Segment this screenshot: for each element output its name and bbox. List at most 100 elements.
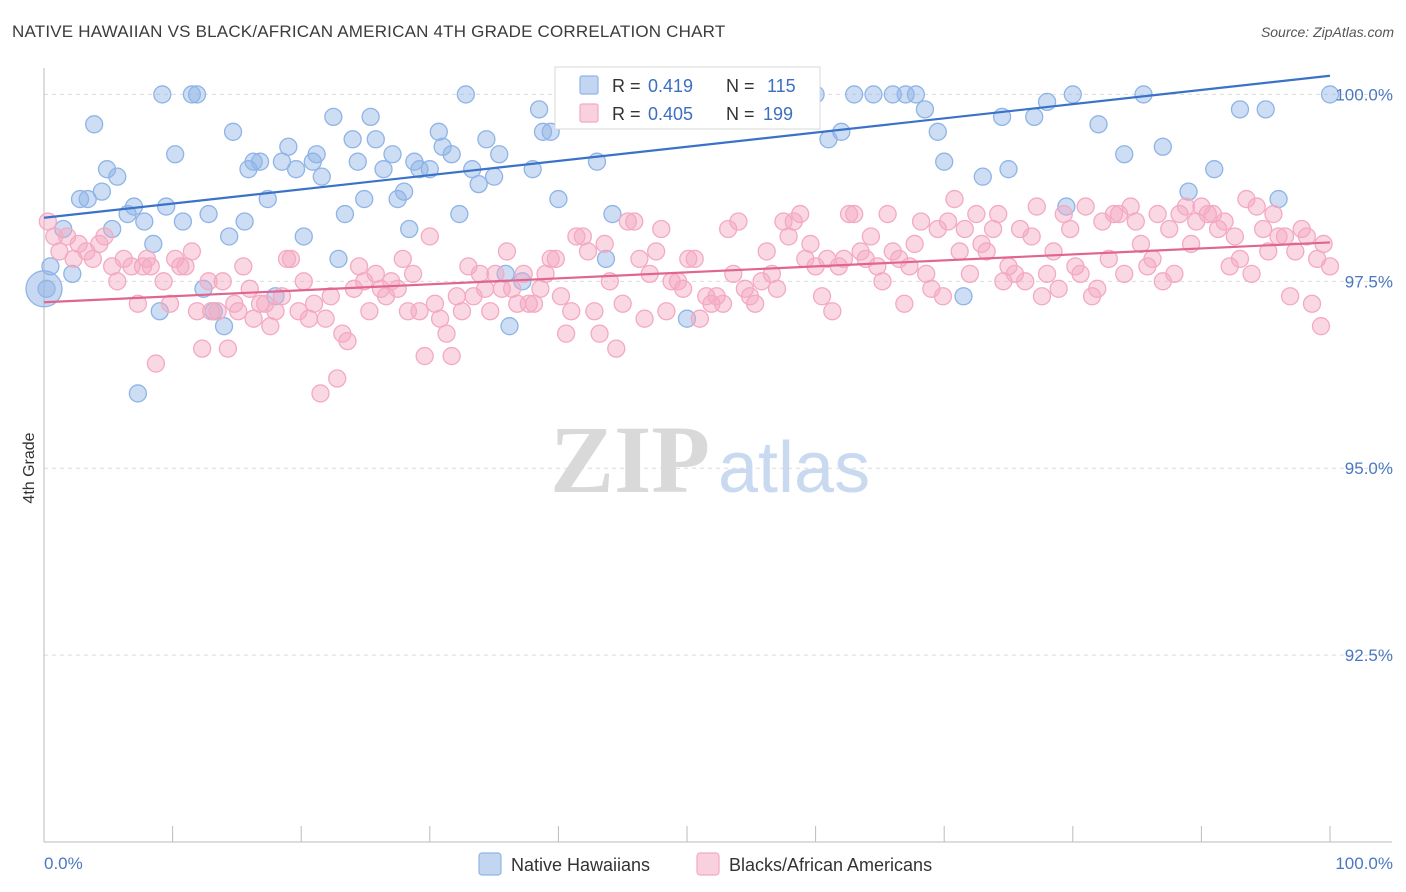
data-point	[1230, 249, 1250, 269]
data-point	[1256, 100, 1275, 119]
data-point	[1088, 279, 1107, 298]
data-point	[304, 294, 324, 313]
data-point	[928, 219, 947, 239]
data-point	[289, 302, 308, 321]
data-point	[960, 264, 980, 283]
data-point	[635, 309, 654, 328]
data-point	[533, 122, 553, 141]
data-point	[1297, 227, 1317, 246]
legend-label-blacks: Blacks/African Americans	[729, 855, 932, 875]
data-point	[388, 279, 407, 298]
data-point	[235, 212, 254, 231]
data-point	[223, 122, 243, 141]
data-point	[294, 227, 313, 246]
data-point	[187, 85, 207, 104]
data-point	[556, 324, 576, 343]
data-point	[135, 212, 154, 231]
data-point	[114, 249, 133, 269]
data-point	[154, 272, 173, 291]
data-point	[955, 219, 974, 239]
data-point	[108, 167, 127, 186]
stats-legend-box	[554, 66, 821, 130]
data-point	[933, 287, 953, 306]
data-point	[618, 212, 637, 231]
data-point	[343, 130, 362, 149]
trend-line-1	[43, 241, 1331, 304]
data-point	[724, 264, 743, 283]
data-point	[1134, 85, 1153, 104]
data-point	[160, 294, 180, 313]
data-point	[240, 279, 259, 298]
data-point	[328, 369, 347, 388]
data-point	[383, 145, 402, 164]
data-point	[1215, 212, 1234, 231]
data-point	[103, 219, 122, 239]
data-point	[393, 249, 412, 269]
data-point	[95, 227, 114, 246]
data-point	[1032, 287, 1052, 306]
stats-n-value-blacks: 199	[763, 104, 793, 124]
data-point	[1049, 279, 1068, 298]
data-point	[128, 384, 148, 403]
data-point	[973, 167, 992, 186]
y-tick-label: 95.0%	[1345, 459, 1393, 478]
data-point	[1037, 264, 1057, 283]
data-point	[63, 264, 82, 283]
data-point	[595, 234, 614, 254]
x-tick-label-max: 100.0%	[1335, 854, 1393, 873]
data-point	[1253, 219, 1273, 239]
data-point	[1242, 264, 1261, 283]
data-point	[1247, 197, 1266, 216]
data-point	[546, 249, 565, 269]
data-point	[625, 212, 644, 231]
data-point	[562, 302, 581, 321]
data-point	[366, 130, 385, 149]
data-point	[182, 85, 202, 104]
data-point	[78, 189, 97, 209]
source-label: Source: ZipAtlas.com	[1260, 24, 1394, 40]
data-point	[477, 130, 496, 149]
data-point	[1027, 197, 1046, 216]
data-point	[596, 249, 616, 269]
trend-lines	[43, 74, 1331, 304]
data-point	[784, 212, 803, 231]
data-point	[1198, 204, 1217, 224]
data-point	[823, 302, 842, 321]
data-point	[150, 302, 169, 321]
data-point	[208, 302, 227, 321]
data-point	[549, 189, 568, 209]
data-point	[935, 152, 954, 171]
data-point	[906, 85, 926, 104]
data-point-large	[25, 270, 63, 308]
y-tick-label: 100.0%	[1335, 85, 1393, 104]
data-point	[153, 85, 172, 104]
data-point	[613, 294, 632, 313]
data-point	[1131, 234, 1151, 254]
legend-swatch-native-hawaiians	[478, 852, 502, 876]
data-point	[329, 249, 348, 269]
data-point	[883, 242, 902, 261]
data-point	[657, 302, 676, 321]
data-point	[286, 160, 306, 179]
data-point	[415, 346, 434, 366]
data-point	[719, 219, 738, 239]
data-point	[578, 242, 598, 261]
data-point	[603, 204, 622, 224]
data-point	[1220, 257, 1239, 276]
data-point	[338, 331, 357, 351]
data-point	[1063, 85, 1082, 104]
stats-legend-swatch-native-hawaiians	[579, 75, 599, 95]
data-point	[348, 152, 367, 171]
data-point	[429, 122, 448, 141]
data-point	[646, 242, 666, 261]
data-point	[250, 152, 270, 171]
stats-n-label-0: N =	[726, 76, 755, 96]
data-point	[229, 302, 248, 321]
data-point	[403, 264, 423, 283]
data-point	[1089, 115, 1108, 134]
stats-r-value-native-hawaiians: 0.419	[648, 76, 693, 96]
data-point	[128, 294, 148, 313]
data-point	[1076, 197, 1095, 216]
data-point	[915, 100, 935, 119]
data-point	[277, 249, 297, 269]
